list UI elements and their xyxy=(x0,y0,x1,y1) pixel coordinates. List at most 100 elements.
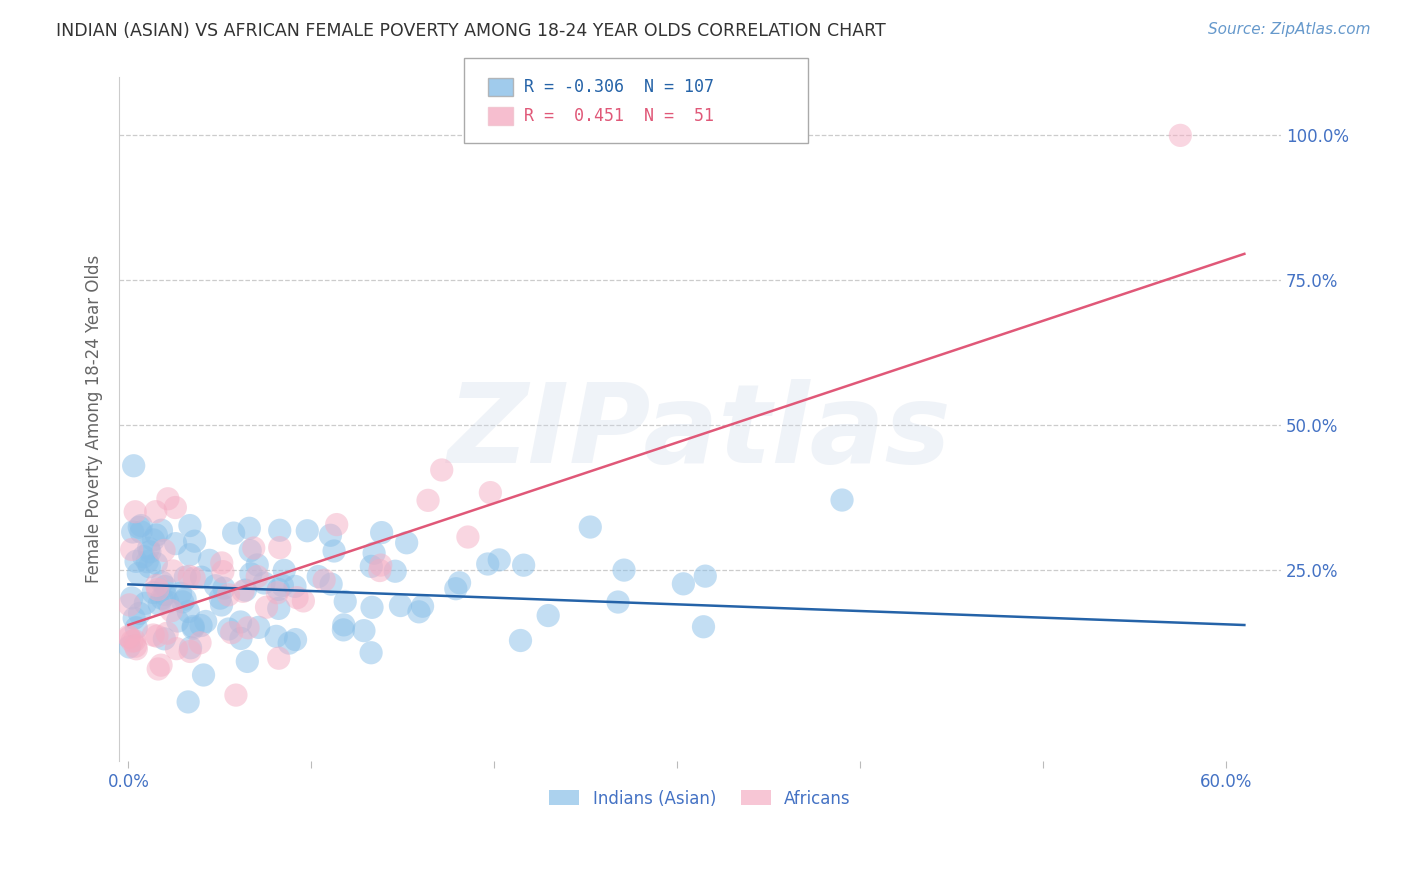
Point xyxy=(395,535,418,549)
Point xyxy=(221,625,243,640)
Point xyxy=(360,646,382,660)
Point xyxy=(156,626,179,640)
Point xyxy=(236,621,259,635)
Point xyxy=(229,632,252,646)
Point xyxy=(217,588,239,602)
Point xyxy=(408,605,430,619)
Point xyxy=(145,557,167,571)
Point xyxy=(319,528,342,542)
Point xyxy=(412,599,434,614)
Point xyxy=(169,586,191,600)
Point xyxy=(267,582,290,597)
Point xyxy=(264,629,287,643)
Point xyxy=(179,548,201,562)
Point xyxy=(246,569,269,583)
Point xyxy=(695,569,717,583)
Point xyxy=(273,563,295,577)
Point xyxy=(253,576,276,591)
Point xyxy=(177,605,200,619)
Point xyxy=(368,564,391,578)
Point xyxy=(148,662,170,676)
Point xyxy=(180,640,202,655)
Point xyxy=(269,523,291,537)
Point xyxy=(370,525,392,540)
Point xyxy=(142,533,165,547)
Point xyxy=(360,559,382,574)
Point xyxy=(150,658,173,673)
Point xyxy=(153,580,176,594)
Point xyxy=(457,530,479,544)
Point xyxy=(370,558,392,573)
Point xyxy=(247,620,270,634)
Text: Source: ZipAtlas.com: Source: ZipAtlas.com xyxy=(1208,22,1371,37)
Point xyxy=(278,636,301,650)
Point xyxy=(416,493,439,508)
Point xyxy=(239,566,262,581)
Point xyxy=(229,615,252,629)
Point xyxy=(204,579,226,593)
Point xyxy=(692,620,714,634)
Point xyxy=(174,592,197,607)
Point xyxy=(353,624,375,638)
Point xyxy=(181,621,204,635)
Point xyxy=(142,585,165,599)
Point xyxy=(129,524,152,539)
Point xyxy=(325,517,347,532)
Point xyxy=(138,541,160,556)
Point xyxy=(198,553,221,567)
Point xyxy=(212,565,235,579)
Point xyxy=(218,622,240,636)
Point xyxy=(363,546,385,560)
Point xyxy=(361,600,384,615)
Text: R = -0.306  N = 107: R = -0.306 N = 107 xyxy=(524,78,714,96)
Point xyxy=(139,545,162,559)
Point xyxy=(146,629,169,643)
Point xyxy=(266,586,288,600)
Point xyxy=(314,573,336,587)
Point xyxy=(183,571,205,585)
Point xyxy=(246,558,269,572)
Point xyxy=(124,505,146,519)
Point xyxy=(236,655,259,669)
Point xyxy=(118,631,141,645)
Point xyxy=(134,596,156,610)
Point xyxy=(512,558,534,573)
Point xyxy=(127,566,149,581)
Point xyxy=(232,584,254,599)
Point xyxy=(449,575,471,590)
Point xyxy=(174,570,197,584)
Point xyxy=(222,526,245,541)
Point xyxy=(194,615,217,629)
Point xyxy=(284,632,307,647)
Point xyxy=(212,581,235,595)
Point xyxy=(256,600,278,615)
Point xyxy=(129,518,152,533)
Point xyxy=(145,505,167,519)
Point xyxy=(122,611,145,625)
Point xyxy=(179,518,201,533)
Point xyxy=(121,524,143,539)
Point xyxy=(211,598,233,612)
Point xyxy=(160,604,183,618)
Text: R =  0.451  N =  51: R = 0.451 N = 51 xyxy=(524,107,714,125)
Point xyxy=(193,668,215,682)
Point xyxy=(267,601,290,615)
Point xyxy=(148,597,170,611)
Point xyxy=(297,524,319,538)
Point xyxy=(307,569,329,583)
Point xyxy=(156,595,179,609)
Point xyxy=(509,633,531,648)
Point xyxy=(156,491,179,506)
Point xyxy=(138,559,160,574)
Point xyxy=(118,640,141,654)
Point xyxy=(323,544,346,558)
Point xyxy=(242,541,264,555)
Point xyxy=(321,577,343,591)
Point xyxy=(145,528,167,542)
Point xyxy=(165,536,187,550)
Point xyxy=(166,614,188,628)
Point xyxy=(128,520,150,534)
Point xyxy=(145,578,167,592)
Point xyxy=(211,556,233,570)
Point xyxy=(285,591,308,605)
